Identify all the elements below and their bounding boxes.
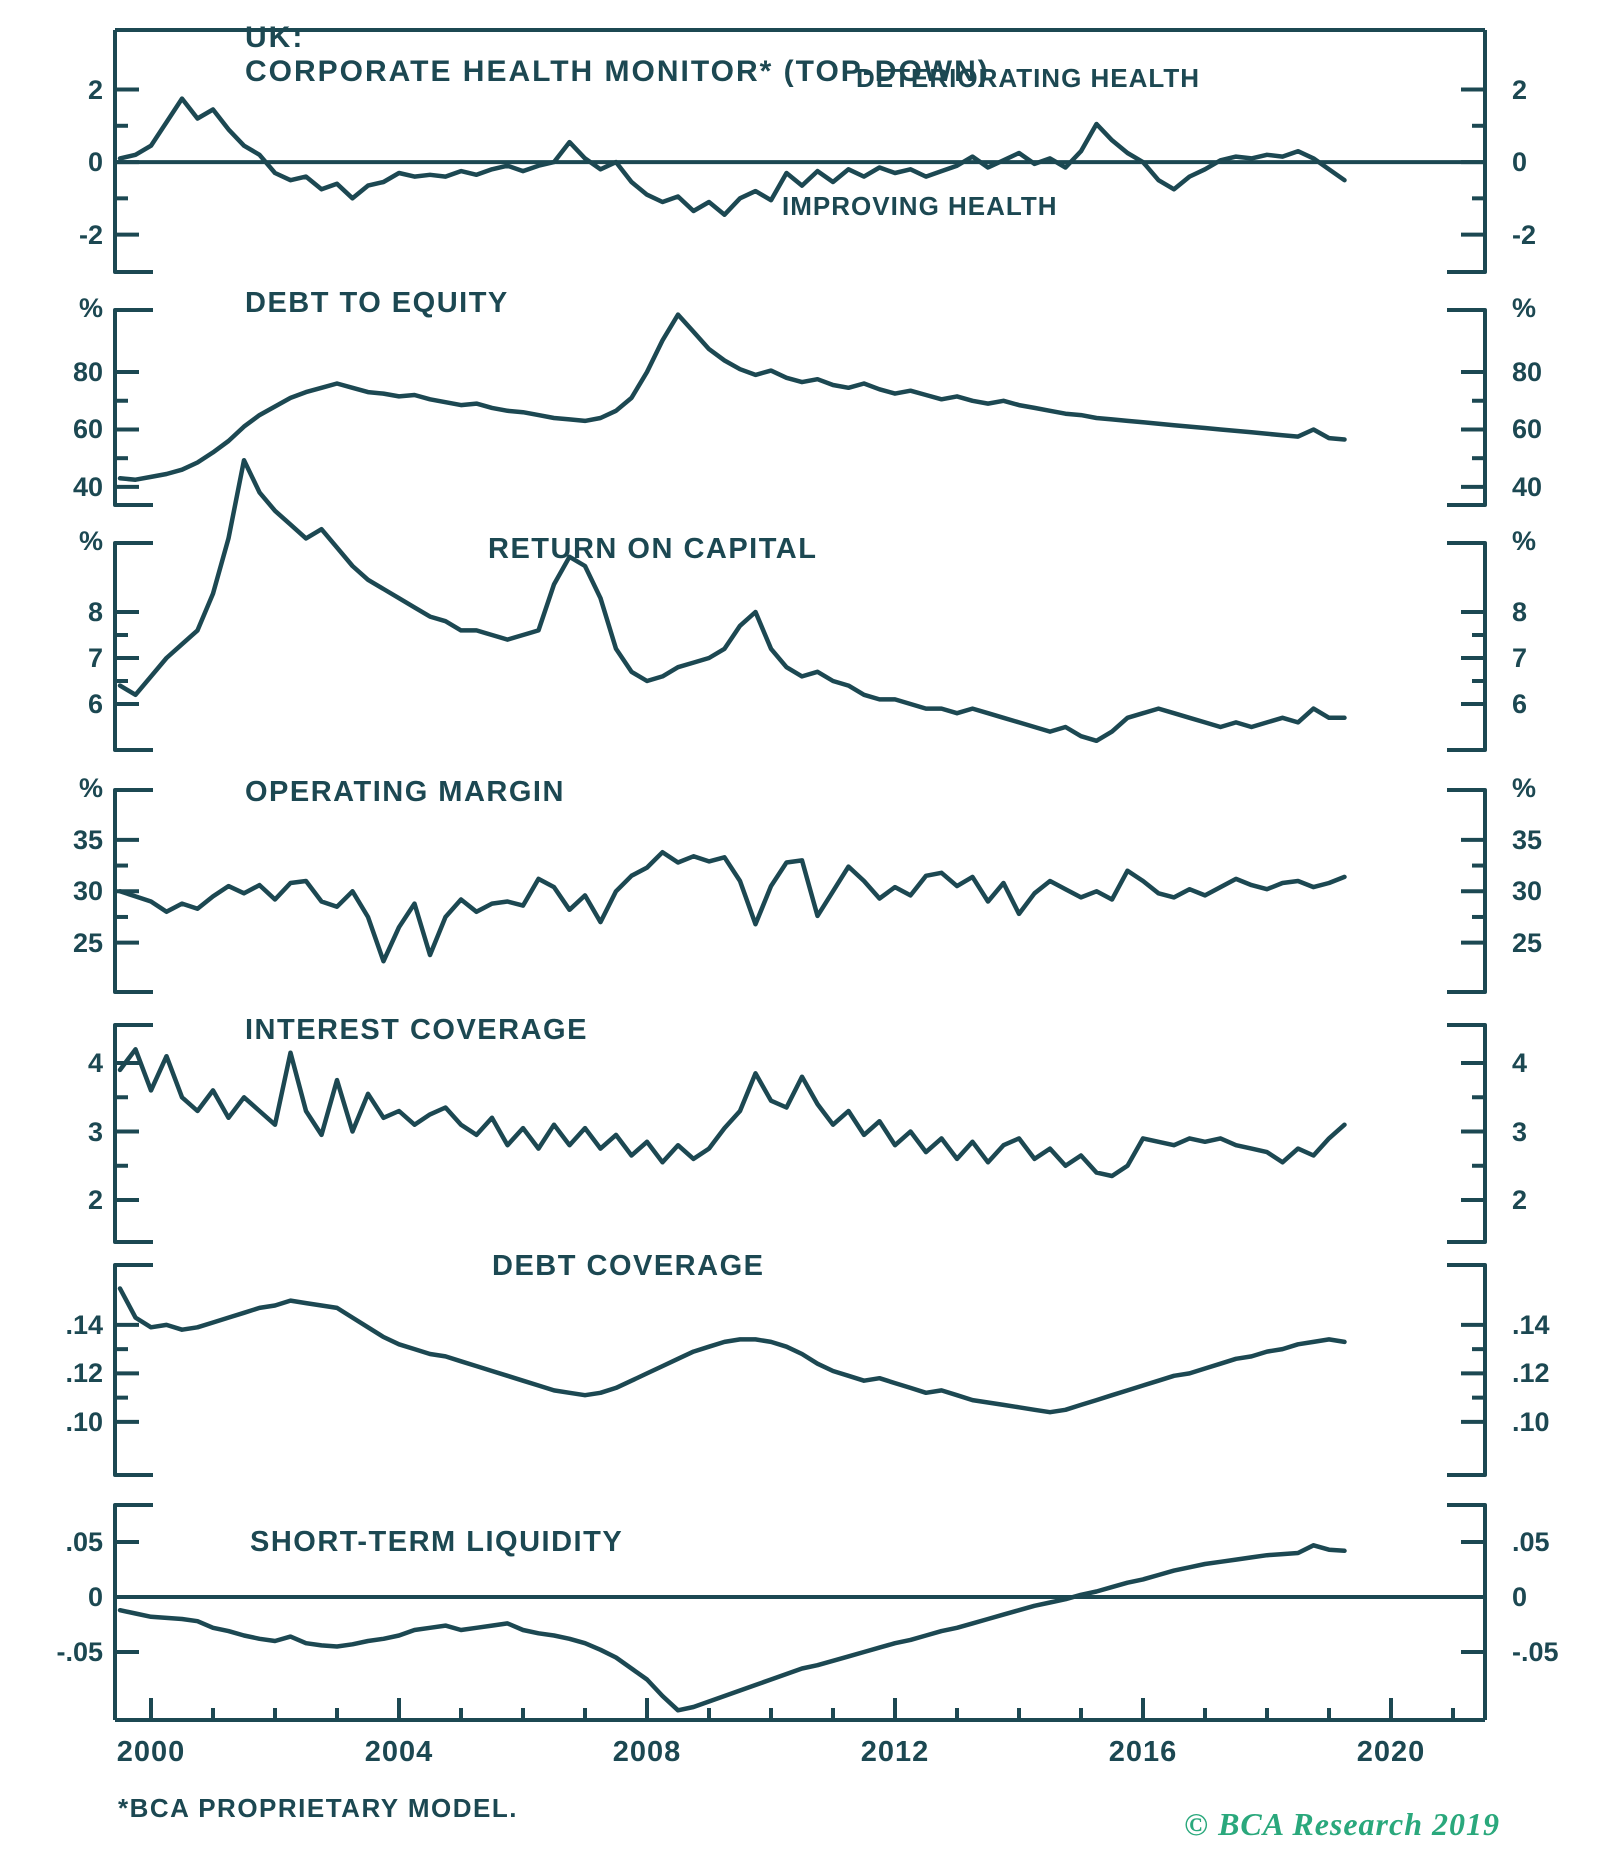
y-tick-label-right: 2 [1512,74,1528,105]
panel-title-short-term-liquidity: SHORT-TERM LIQUIDITY [250,1526,624,1558]
x-axis-year-label: 2000 [116,1736,186,1768]
y-axis-unit-left: % [78,773,103,803]
y-tick-label-right: 7 [1512,643,1528,673]
y-tick-label-right: 3 [1512,1116,1528,1147]
y-tick-label-left: 2 [87,74,103,105]
panel-title-debt-to-equity: DEBT TO EQUITY [245,287,509,319]
y-tick-label-right: -2 [1512,219,1537,250]
chart-stroke [117,849,1347,964]
chart-stroke [117,457,1347,744]
y-tick-label-left: 2 [87,1185,103,1215]
y-axis-unit-left: % [78,293,103,323]
y-axis-unit-right: % [1512,526,1537,556]
y-tick-label-right: 8 [1512,597,1528,627]
y-tick-label-right: 30 [1512,876,1543,907]
footnote: *BCA PROPRIETARY MODEL. [118,1793,518,1823]
y-tick-label-left: 3 [87,1116,103,1147]
chart-stroke [1447,1263,1487,1477]
y-tick-label-right: 60 [1512,414,1543,445]
y-tick-label-right: 35 [1512,824,1543,855]
y-axis-unit-right: % [1512,293,1537,323]
chart-stroke [117,96,1347,217]
y-tick-label-left: .05 [65,1526,103,1557]
deteriorating-health-annotation: DETERIORATING HEALTH [856,63,1201,93]
chart-stroke [113,308,153,507]
y-tick-label-left: -.05 [56,1637,103,1667]
y-tick-label-right: .05 [1512,1526,1550,1557]
page-title: CORPORATE HEALTH MONITOR* (TOP-DOWN) [245,55,990,88]
chart-stroke [113,541,153,752]
panel-title-return-on-capital: RETURN ON CAPITAL [488,533,818,565]
y-tick-label-left: 6 [87,689,103,719]
y-tick-label-left: 25 [72,927,103,958]
y-tick-label-left: 30 [72,876,103,907]
region-label: UK: [245,21,305,54]
panel-title-operating-margin: OPERATING MARGIN [245,776,565,808]
improving-health-annotation: IMPROVING HEALTH [782,191,1058,221]
chart-stroke [113,1263,153,1477]
y-tick-label-right: .10 [1512,1406,1550,1437]
y-tick-label-left: 0 [87,1581,103,1612]
y-tick-label-left: .14 [65,1309,103,1340]
y-tick-label-right: 0 [1512,147,1528,178]
y-tick-label-left: 80 [72,357,103,388]
copyright: © BCA Research 2019 [1184,1806,1500,1842]
y-tick-label-right: 6 [1512,689,1528,719]
y-tick-label-right: .14 [1512,1309,1550,1340]
y-tick-label-left: .12 [65,1358,103,1389]
panel-title-debt-coverage: DEBT COVERAGE [492,1250,765,1282]
y-tick-label-left: 60 [72,414,103,445]
x-axis-year-label: 2020 [1356,1736,1426,1768]
y-tick-label-left: 35 [72,824,103,855]
y-tick-label-right: 4 [1512,1048,1528,1079]
x-axis-year-label: 2008 [612,1736,682,1768]
y-axis-unit-right: % [1512,773,1537,803]
y-tick-label-right: 40 [1512,471,1543,502]
y-tick-label-right: .12 [1512,1358,1550,1389]
y-axis-unit-left: % [78,526,103,556]
chart-stroke [1447,541,1487,752]
y-tick-label-right: 0 [1512,1581,1528,1612]
chart-stroke [1447,308,1487,507]
chart-stroke [117,1543,1347,1713]
chart-stroke [117,1047,1347,1179]
y-tick-label-left: 40 [72,471,103,502]
y-tick-label-right: 80 [1512,357,1543,388]
y-tick-label-left: 0 [87,147,103,178]
chart-stroke [113,30,153,274]
chart-stroke [117,312,1347,482]
chart-stroke [1447,1503,1487,1720]
x-axis-year-label: 2004 [364,1736,434,1768]
y-tick-label-left: .10 [65,1406,103,1437]
y-tick-label-right: -.05 [1512,1637,1559,1667]
x-axis-year-label: 2016 [1108,1736,1178,1768]
y-tick-label-right: 25 [1512,927,1543,958]
chart-stroke [1447,30,1487,274]
chart-stroke [113,1503,153,1720]
panel-title-interest-coverage: INTEREST COVERAGE [245,1014,588,1046]
y-tick-label-left: 4 [87,1048,103,1079]
y-tick-label-left: -2 [78,219,103,250]
y-tick-label-left: 8 [87,597,103,627]
y-tick-label-left: 7 [87,643,103,673]
y-tick-label-right: 2 [1512,1185,1528,1215]
chart-stroke [117,1286,1347,1415]
x-axis-year-label: 2012 [860,1736,930,1768]
